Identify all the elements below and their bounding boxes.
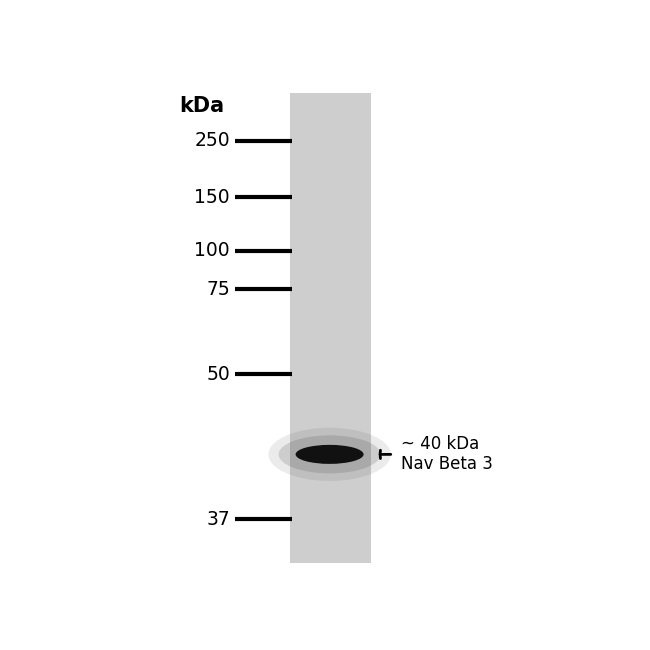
Text: kDa: kDa: [179, 96, 225, 116]
Text: 250: 250: [194, 131, 230, 150]
Text: Nav Beta 3: Nav Beta 3: [401, 456, 493, 473]
Ellipse shape: [279, 436, 381, 473]
Text: 50: 50: [206, 365, 230, 384]
Text: 75: 75: [206, 280, 230, 299]
Text: 150: 150: [194, 188, 230, 207]
Ellipse shape: [268, 428, 391, 481]
Text: ~ 40 kDa: ~ 40 kDa: [401, 436, 480, 453]
Bar: [291, 93, 371, 564]
Text: 37: 37: [206, 510, 230, 529]
Text: 100: 100: [194, 241, 230, 260]
Ellipse shape: [296, 445, 363, 464]
